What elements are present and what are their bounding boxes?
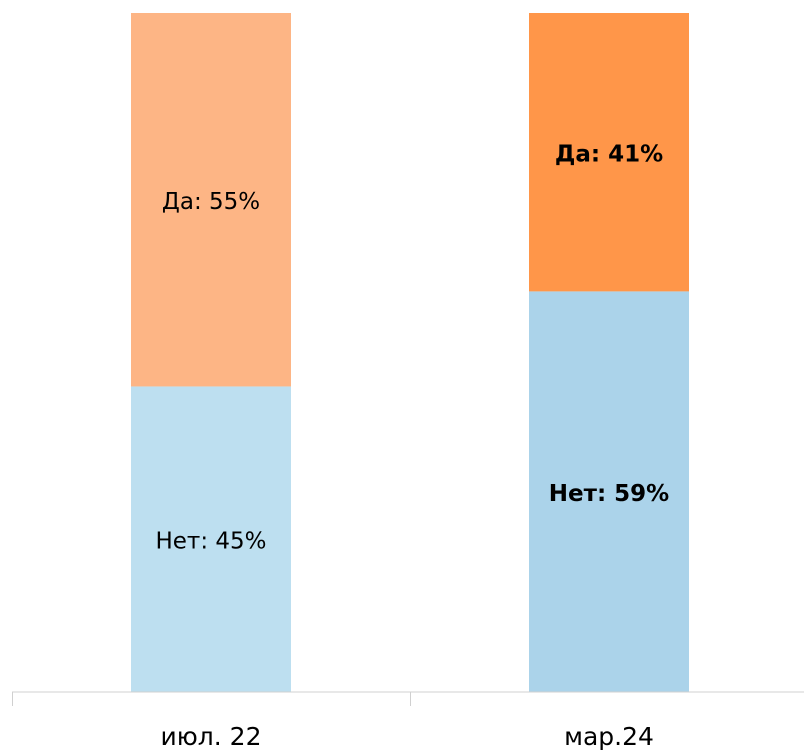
x-tick-label: июл. 22	[161, 722, 262, 751]
bar-segment	[529, 291, 689, 692]
data-label: Да: 41%	[555, 142, 663, 168]
bar-segment	[529, 13, 689, 292]
bar-segment	[131, 386, 291, 692]
data-label: Нет: 59%	[549, 481, 669, 507]
data-label: Нет: 45%	[155, 529, 266, 555]
data-label: Да: 55%	[162, 189, 260, 215]
bar-segment	[131, 13, 291, 387]
x-tick-label: мар.24	[564, 722, 654, 751]
